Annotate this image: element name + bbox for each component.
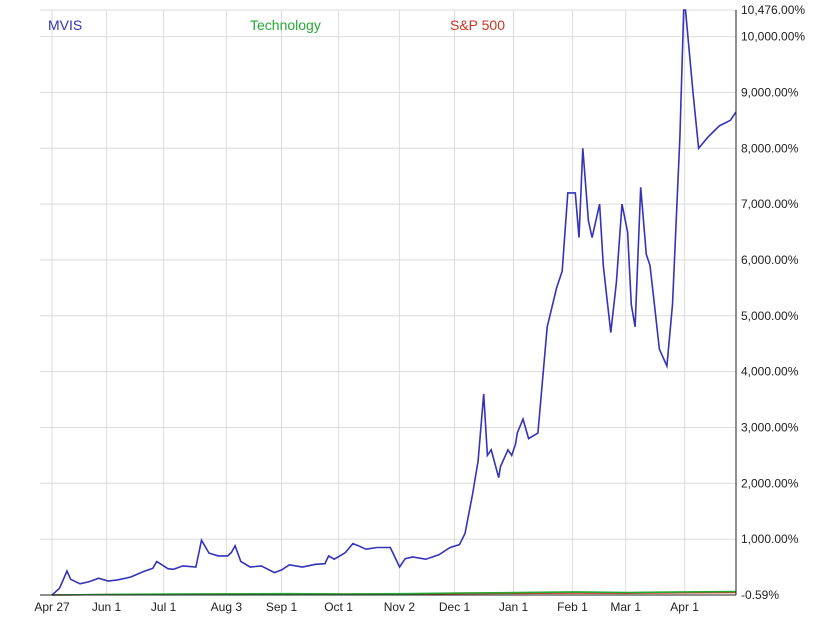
x-tick-label: Apr 1 — [670, 600, 699, 614]
x-tick-label: Feb 1 — [557, 600, 588, 614]
y-tick-label: 7,000.00% — [741, 197, 799, 211]
legend-item-0: MVIS — [48, 17, 82, 33]
legend-item-1: Technology — [250, 17, 321, 33]
x-tick-label: Jul 1 — [151, 600, 177, 614]
x-tick-label: Jan 1 — [499, 600, 529, 614]
x-tick-label: Aug 3 — [211, 600, 243, 614]
x-tick-label: Dec 1 — [439, 600, 471, 614]
series-line-mvis — [51, 9, 737, 596]
y-tick-label: 5,000.00% — [741, 309, 799, 323]
x-tick-label: Nov 2 — [384, 600, 416, 614]
x-tick-label: Oct 1 — [324, 600, 353, 614]
x-tick-label: Mar 1 — [610, 600, 641, 614]
x-tick-label: Jun 1 — [92, 600, 122, 614]
axes: 10,476.00% 10,000.00% 9,000.00% 8,000.00% 7,… — [34, 3, 805, 614]
y-tick-label: 9,000.00% — [741, 85, 799, 99]
legend: MVIS Technology S&P 500 — [48, 17, 505, 33]
y-tick-label: 10,000.00% — [741, 30, 805, 44]
y-tick-label: 10,476.00% — [741, 3, 805, 17]
y-tick-label: 6,000.00% — [741, 253, 799, 267]
y-tick-label: 3,000.00% — [741, 420, 799, 434]
legend-item-2: S&P 500 — [450, 17, 505, 33]
y-tick-label: -0.59% — [741, 588, 779, 602]
y-tick-label: 8,000.00% — [741, 141, 799, 155]
y-tick-label: 1,000.00% — [741, 532, 799, 546]
y-tick-label: 2,000.00% — [741, 476, 799, 490]
series-line-technology — [51, 590, 737, 596]
x-tick-label: Sep 1 — [266, 600, 298, 614]
y-tick-label: 4,000.00% — [741, 365, 799, 379]
x-tick-label: Apr 27 — [34, 600, 70, 614]
series-layer — [51, 9, 737, 596]
